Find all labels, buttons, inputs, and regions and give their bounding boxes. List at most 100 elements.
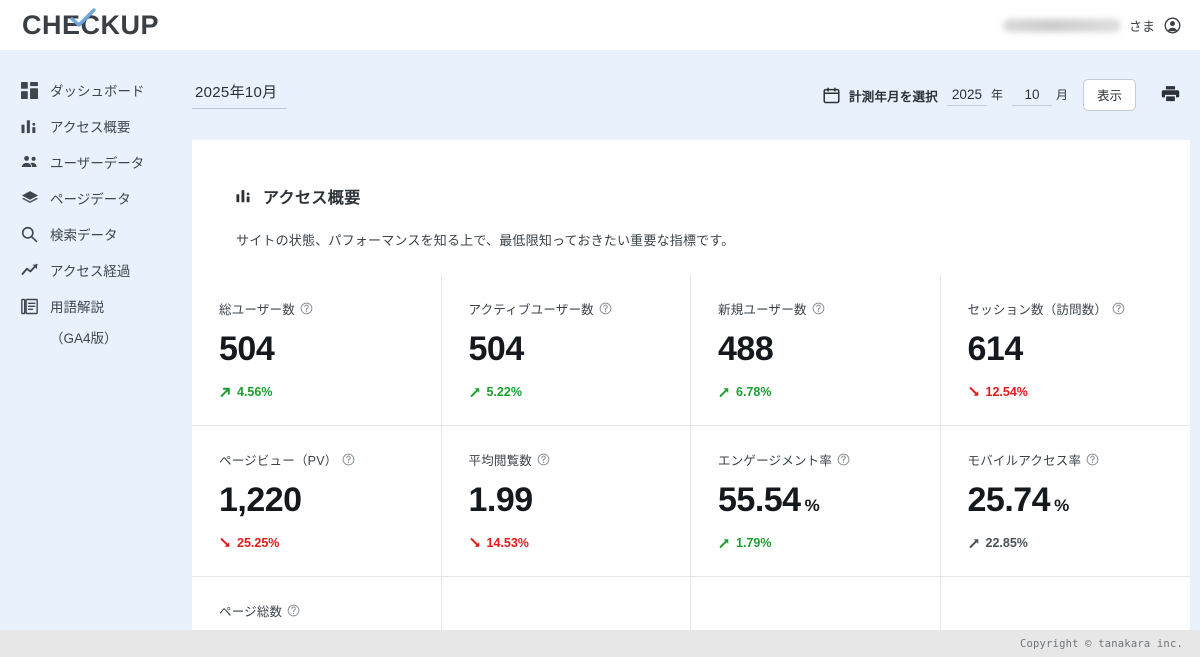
metric-label: 平均閲覧数	[469, 450, 681, 469]
arrow-up-right-icon	[718, 386, 730, 398]
metric-card: ページ総数	[192, 576, 442, 657]
trend-up-icon	[20, 261, 39, 280]
sidebar-item-label: ユーザーデータ	[50, 156, 145, 171]
sidebar-subitem-ga4[interactable]: （GA4版）	[50, 331, 118, 346]
metric-card: 総ユーザー数 504	[192, 275, 442, 426]
main-content: 2025年10月 計測年月を選択 年 月	[190, 50, 1200, 657]
metric-value: 1,220	[219, 481, 431, 520]
metric-delta: 25.25%	[219, 536, 431, 550]
metrics-grid: 総ユーザー数 504	[192, 275, 1191, 657]
layers-icon	[20, 189, 39, 208]
sidebar-item-label: ページデータ	[50, 192, 131, 207]
metric-card: アクティブユーザー数 504	[442, 275, 691, 426]
metric-card-empty	[691, 576, 941, 657]
month-field-group: 月	[1011, 84, 1068, 106]
bar-chart-icon	[236, 188, 252, 204]
month-input[interactable]	[1011, 84, 1052, 106]
app-footer: Copyright © tanakara inc.	[0, 630, 1200, 657]
arrow-up-right-icon	[469, 386, 481, 398]
metric-label: モバイルアクセス率	[968, 450, 1181, 469]
metric-value-number: 1,220	[219, 481, 302, 520]
help-circle-icon[interactable]	[812, 302, 825, 315]
metric-value-unit: %	[1054, 496, 1070, 516]
book-icon	[20, 297, 39, 316]
help-circle-icon[interactable]	[599, 302, 612, 315]
period-picker: 計測年月を選択 年 月 表示	[823, 79, 1180, 111]
metric-label-text: セッション数（訪問数）	[967, 303, 1108, 317]
metric-card: 新規ユーザー数 488	[691, 275, 941, 426]
metric-value: 504	[219, 330, 431, 369]
sidebar-item-search-data[interactable]: 検索データ	[0, 216, 190, 252]
metric-value: 488	[718, 330, 930, 369]
metric-delta-text: 12.54%	[985, 385, 1028, 400]
metric-card: エンゲージメント率 55.54 %	[691, 425, 941, 577]
bar-chart-icon	[20, 117, 39, 136]
brand-logo[interactable]: CHECKUP	[22, 0, 159, 50]
help-circle-icon[interactable]	[1086, 453, 1099, 466]
metric-label: セッション数（訪問数）	[968, 299, 1181, 318]
metric-delta: 6.78%	[718, 385, 930, 399]
sidebar-item-glossary[interactable]: 用語解説	[0, 288, 190, 324]
sidebar-item-label: アクセス経過	[50, 264, 131, 279]
arrow-up-right-icon	[718, 537, 730, 549]
metric-card: ページビュー（PV） 1,220	[192, 425, 442, 577]
period-picker-label: 計測年月を選択	[849, 89, 938, 104]
current-period-label: 2025年10月	[192, 81, 288, 109]
page-title: アクセス概要	[236, 184, 1146, 208]
sidebar-item-access-overview[interactable]: アクセス概要	[0, 108, 190, 144]
metric-label-text: ページ総数	[219, 605, 283, 620]
metric-value: 504	[469, 330, 681, 369]
check-mark-icon	[70, 8, 96, 27]
year-input[interactable]	[946, 84, 987, 106]
metric-value: 614	[968, 330, 1181, 369]
card-header: アクセス概要 サイトの状態、パフォーマンスを知る上で、最低限知っておきたい重要な…	[192, 184, 1190, 249]
arrow-up-right-icon	[968, 537, 980, 549]
people-icon	[20, 153, 39, 172]
metric-label-text: エンゲージメント率	[718, 454, 833, 469]
metric-card: モバイルアクセス率 25.74 %	[940, 425, 1190, 576]
help-circle-icon[interactable]	[1112, 302, 1125, 315]
metric-card: セッション数（訪問数） 614	[941, 275, 1191, 425]
metric-label: エンゲージメント率	[718, 450, 930, 469]
metric-value-number: 1.99	[468, 481, 534, 520]
year-field-group: 年	[946, 84, 1003, 106]
metric-delta: 14.53%	[469, 536, 681, 550]
app-header: CHECKUP さま	[0, 0, 1200, 50]
account-circle-icon[interactable]	[1163, 16, 1182, 35]
show-button[interactable]: 表示	[1082, 79, 1136, 111]
print-button[interactable]	[1161, 84, 1180, 106]
sidebar-item-page-data[interactable]: ページデータ	[0, 180, 190, 216]
metric-delta-text: 25.25%	[237, 536, 280, 551]
metric-value-number: 25.74	[967, 481, 1051, 520]
user-name-suffix: さま	[1128, 18, 1155, 34]
metric-value-number: 488	[718, 330, 774, 368]
help-circle-icon[interactable]	[342, 453, 355, 466]
printer-icon	[1161, 84, 1180, 106]
arrow-up-right-icon	[219, 386, 231, 398]
help-circle-icon[interactable]	[300, 302, 313, 315]
sidebar-item-user-data[interactable]: ユーザーデータ	[0, 144, 190, 180]
metric-label: 新規ユーザー数	[718, 299, 930, 318]
help-circle-icon[interactable]	[837, 453, 850, 466]
sidebar-nav: ダッシュボード アクセス概要	[0, 50, 190, 657]
sidebar-item-access-trend[interactable]: アクセス経過	[0, 252, 190, 288]
dashboard-grid-icon	[20, 81, 39, 100]
metric-label: ページ総数	[219, 601, 431, 620]
help-circle-icon[interactable]	[537, 453, 550, 466]
metric-label-text: 総ユーザー数	[219, 303, 295, 317]
metric-delta: 4.56%	[219, 385, 431, 399]
metric-label-text: 平均閲覧数	[468, 454, 533, 469]
month-unit-label: 月	[1055, 87, 1068, 102]
page-toolbar: 2025年10月 計測年月を選択 年 月	[190, 50, 1200, 140]
metric-value: 1.99	[469, 481, 681, 520]
metric-value: 55.54 %	[718, 481, 930, 520]
metric-card: 平均閲覧数 1.99	[441, 425, 691, 577]
sidebar-item-label: 検索データ	[50, 228, 118, 243]
sidebar-item-dashboard[interactable]: ダッシュボード	[0, 72, 190, 108]
metric-card-empty	[940, 576, 1190, 656]
metric-delta-text: 22.85%	[985, 536, 1028, 551]
search-icon	[20, 225, 39, 244]
help-circle-icon[interactable]	[287, 604, 300, 617]
access-overview-card: アクセス概要 サイトの状態、パフォーマンスを知る上で、最低限知っておきたい重要な…	[192, 140, 1191, 657]
metric-label-text: アクティブユーザー数	[468, 303, 594, 317]
